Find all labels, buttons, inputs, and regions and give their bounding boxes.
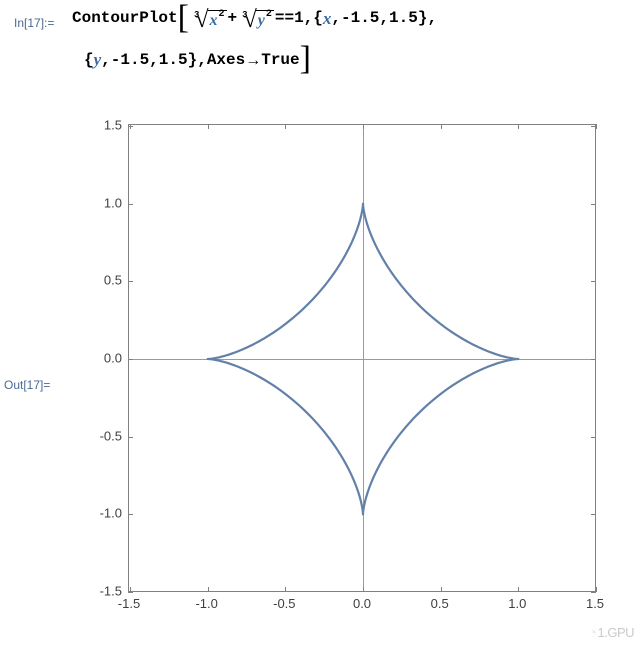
x-tick [285, 587, 286, 592]
x-tick-top [363, 124, 364, 129]
y-tick-label: 0.0 [88, 351, 122, 366]
y-tick [128, 592, 133, 593]
y-tick-right [591, 126, 596, 127]
comma-2: , [331, 9, 341, 28]
plot-output: -1.5-1.0-0.50.00.51.01.5 -1.5-1.0-0.50.0… [88, 124, 596, 632]
output-label: Out[17]= [4, 378, 50, 392]
lbrace-y: { [84, 51, 94, 70]
y-tick-right [591, 204, 596, 205]
yrange-var: y [94, 50, 102, 70]
input-label: In[17]:= [14, 16, 54, 30]
xrange-hi: 1.5 [389, 9, 418, 28]
x-tick [518, 587, 519, 592]
code-line-2: { y , -1.5 , 1.5 } , Axes → True ] [72, 50, 437, 70]
yrange-lo: -1.5 [111, 51, 149, 70]
var-x: x [210, 13, 218, 29]
exp-2b: 2 [266, 10, 272, 20]
radicand-x2: x2 [208, 10, 227, 31]
yrange-hi: 1.5 [159, 51, 188, 70]
xrange-lo: -1.5 [341, 9, 379, 28]
exp-2: 2 [219, 10, 225, 20]
comma-5: , [101, 51, 111, 70]
fn-name: ContourPlot [72, 9, 178, 28]
y-tick-right [591, 592, 596, 593]
y-tick-right [591, 281, 596, 282]
rbrace-y: } [188, 51, 198, 70]
xrange-var: x [323, 9, 332, 29]
rhs-1: 1 [294, 9, 304, 28]
y-tick [128, 204, 133, 205]
y-tick-label: -0.5 [88, 428, 122, 443]
y-tick [128, 437, 133, 438]
opt-val: True [261, 51, 299, 70]
root-index: 3 [194, 10, 199, 21]
cuberoot-x2: 3 √ x2 [190, 6, 227, 32]
x-tick-top [518, 124, 519, 129]
y-tick [128, 281, 133, 282]
comma-6: , [149, 51, 159, 70]
y-tick [128, 126, 133, 127]
x-tick-label: 0.5 [431, 596, 449, 611]
cuberoot-y2: 3 √ y2 [238, 6, 274, 32]
watermark-text: 1.GPU [597, 625, 634, 640]
astroid-curve [129, 125, 597, 593]
x-tick-top [208, 124, 209, 129]
x-tick-label: 1.5 [586, 596, 604, 611]
y-tick-right [591, 359, 596, 360]
y-tick-right [591, 514, 596, 515]
y-tick-label: 1.5 [88, 118, 122, 133]
x-tick-label: -1.0 [195, 596, 217, 611]
y-tick [128, 359, 133, 360]
x-tick-top [441, 124, 442, 129]
comma-7: , [197, 51, 207, 70]
x-tick [596, 587, 597, 592]
eqeq: == [275, 9, 294, 28]
comma-4: , [427, 9, 437, 28]
comma-1: , [304, 9, 314, 28]
x-tick-top [285, 124, 286, 129]
y-tick-label: 0.5 [88, 273, 122, 288]
arrow-icon: → [245, 51, 261, 70]
y-tick [128, 514, 133, 515]
input-code: ContourPlot [ 3 √ x2 + 3 √ y2 == 1 , { x… [72, 6, 437, 96]
x-tick [208, 587, 209, 592]
y-tick-label: -1.0 [88, 506, 122, 521]
y-tick-label: 1.0 [88, 195, 122, 210]
code-line-1: ContourPlot [ 3 √ x2 + 3 √ y2 == 1 , { x… [72, 6, 437, 32]
plot-frame [128, 124, 596, 592]
x-tick [363, 587, 364, 592]
root-index-2: 3 [242, 10, 247, 21]
y-tick-label: -1.5 [88, 584, 122, 599]
x-tick [441, 587, 442, 592]
comma-3: , [379, 9, 389, 28]
plus: + [228, 9, 238, 28]
radicand-y2: y2 [256, 10, 274, 31]
x-tick-top [596, 124, 597, 129]
x-tick-label: 1.0 [508, 596, 526, 611]
opt-key: Axes [207, 51, 245, 70]
y-tick-right [591, 437, 596, 438]
lbrace-x: { [313, 9, 323, 28]
x-tick-label: 0.0 [353, 596, 371, 611]
var-y: y [258, 13, 265, 29]
x-tick-label: -0.5 [273, 596, 295, 611]
rbrace-x: } [418, 9, 428, 28]
